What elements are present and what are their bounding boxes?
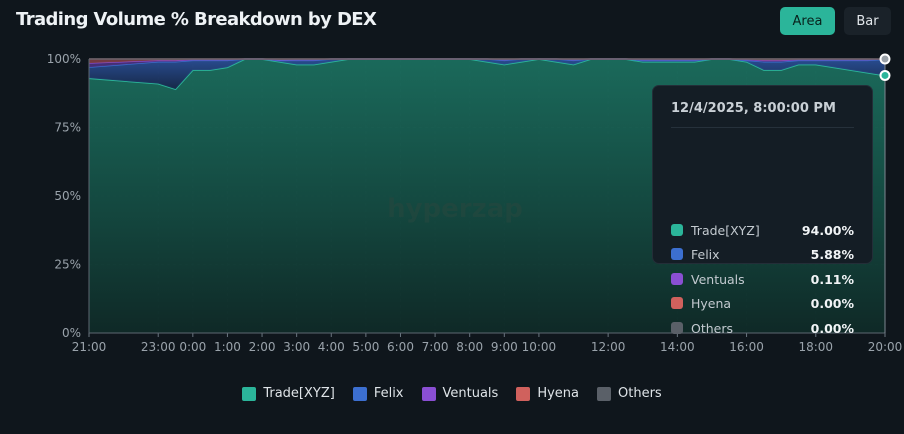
tooltip-series-name: Others [691,320,734,336]
watermark-logo: hyperzap [387,194,523,224]
tooltip-swatch [671,297,683,309]
x-tick-label: 23:00 [141,340,176,354]
x-tick-label: 0:00 [179,340,206,354]
legend-item-ventuals[interactable]: Ventuals [421,386,499,401]
x-tick-label: 10:00 [522,340,557,354]
tooltip-series-value: 0.11% [810,271,854,287]
tooltip-swatch [671,273,683,285]
chart-title: Trading Volume % Breakdown by DEX [16,9,377,30]
x-tick-label: 8:00 [456,340,483,354]
y-tick-label: 0% [62,326,81,340]
tooltip-swatch [671,224,683,236]
legend-item-hyena[interactable]: Hyena [516,386,579,401]
tooltip-swatch [671,322,683,334]
x-tick-label: 5:00 [352,340,379,354]
x-tick-label: 1:00 [214,340,241,354]
y-tick-label: 50% [54,189,81,203]
x-tick-label: 9:00 [491,340,518,354]
tooltip-series-name: Hyena [691,295,732,311]
tooltip-series-name: Ventuals [691,271,745,287]
x-tick-label: 14:00 [660,340,695,354]
tooltip-series-name: Felix [691,246,720,262]
legend-label: Trade[XYZ] [263,386,335,401]
bar-toggle-button[interactable]: Bar [844,7,891,35]
hover-marker-others [879,53,891,65]
x-tick-label: 3:00 [283,340,310,354]
tooltip-swatch [671,248,683,260]
x-tick-label: 18:00 [798,340,833,354]
legend-swatch [516,386,531,401]
legend-swatch [352,386,367,401]
hover-marker-trade-xyz [879,69,891,81]
legend-label: Ventuals [442,386,499,401]
x-tick-label: 4:00 [318,340,345,354]
x-tick-label: 20:00 [868,340,903,354]
tooltip-row-felix: Felix 5.88% [671,245,854,263]
tooltip-series-value: 94.00% [801,222,854,238]
legend-swatch [597,386,611,401]
chart-legend: Trade[XYZ] Felix Ventuals Hyena Others [0,386,904,401]
x-tick-label: 7:00 [422,340,449,354]
y-tick-label: 100% [47,52,81,66]
legend-swatch [421,386,436,401]
tooltip-row-others: Others 0.00% [671,319,854,337]
legend-item-trade-xyz[interactable]: Trade[XYZ] [242,386,335,401]
tooltip-series-value: 0.00% [810,320,854,336]
legend-item-felix[interactable]: Felix [352,386,404,401]
x-tick-label: 16:00 [729,340,764,354]
tooltip-row-trade-xyz: Trade[XYZ] 94.00% [671,221,854,239]
x-tick-label: 12:00 [591,340,626,354]
legend-label: Hyena [537,386,579,401]
legend-item-others[interactable]: Others [597,386,662,401]
legend-label: Felix [373,386,404,401]
x-tick-label: 6:00 [387,340,414,354]
x-tick-label: 2:00 [249,340,276,354]
tooltip-divider [671,127,854,128]
tooltip-row-hyena: Hyena 0.00% [671,294,854,312]
tooltip-row-ventuals: Ventuals 0.11% [671,270,854,288]
y-tick-label: 75% [54,121,81,135]
tooltip-series-value: 5.88% [810,246,854,262]
tooltip-series-name: Trade[XYZ] [691,222,760,238]
x-tick-label: 21:00 [72,340,107,354]
tooltip-timestamp: 12/4/2025, 8:00:00 PM [671,101,836,116]
y-tick-label: 25% [54,258,81,272]
legend-swatch [242,386,257,401]
tooltip-series-value: 0.00% [810,295,854,311]
legend-label: Others [618,386,662,401]
area-toggle-button[interactable]: Area [780,7,835,35]
chart-tooltip: 12/4/2025, 8:00:00 PM Trade[XYZ] 94.00% … [652,85,873,336]
